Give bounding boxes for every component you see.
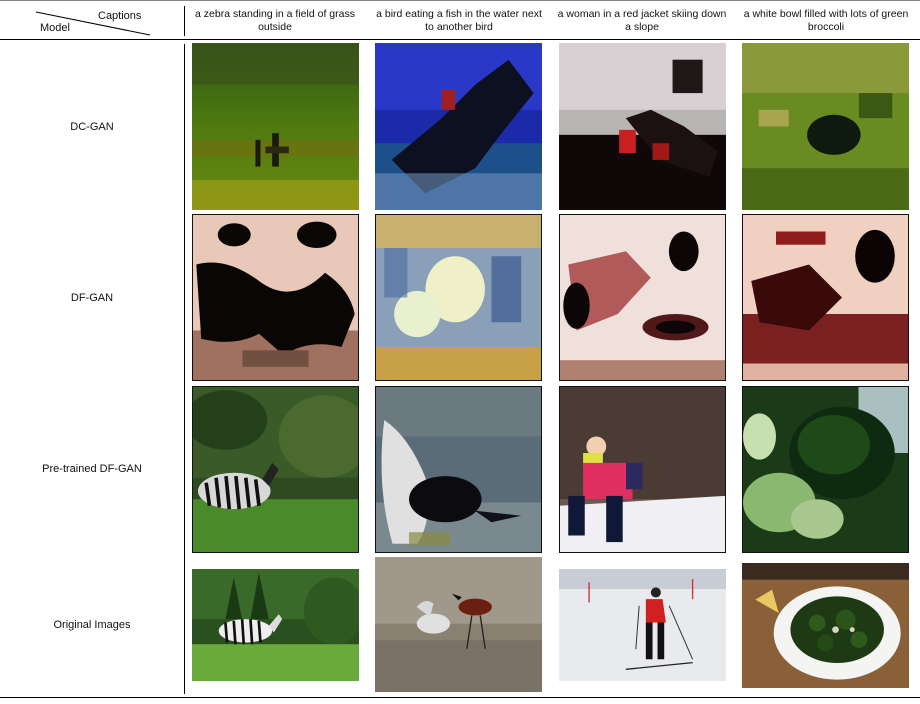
dfgan-zebra-image bbox=[192, 214, 359, 381]
captions-header-label: Captions bbox=[98, 10, 142, 22]
model-header-label: Model bbox=[40, 22, 70, 34]
dcgan-broccoli-image bbox=[742, 43, 909, 210]
original-zebra-image bbox=[192, 569, 359, 681]
row-label-original-images: Original Images bbox=[53, 619, 131, 631]
pretrained-bird-image bbox=[375, 386, 542, 553]
original-bird-image bbox=[375, 557, 542, 692]
caption-zebra: a zebra standing in a field of grass out… bbox=[195, 8, 355, 33]
header-diagonal-line bbox=[35, 11, 151, 36]
pretrained-broccoli-image bbox=[742, 386, 909, 553]
row-label-pretrained-df-gan: Pre-trained DF-GAN bbox=[42, 463, 142, 475]
row-label-dc-gan: DC-GAN bbox=[70, 121, 114, 133]
dfgan-skier-image bbox=[559, 214, 726, 381]
original-broccoli-image bbox=[742, 563, 909, 688]
caption-skier: a woman in a red jacket skiing down a sl… bbox=[557, 8, 727, 33]
pretrained-skier-image bbox=[559, 386, 726, 553]
header-diagonal-cell bbox=[0, 0, 184, 40]
model-column-divider-top bbox=[184, 6, 185, 36]
dfgan-broccoli-image bbox=[742, 214, 909, 381]
table-bottom-rule bbox=[0, 697, 920, 698]
header-bottom-rule bbox=[0, 39, 920, 40]
dcgan-bird-image bbox=[375, 43, 542, 210]
dcgan-skier-image bbox=[559, 43, 726, 210]
table-top-rule bbox=[0, 0, 920, 1]
dcgan-zebra-image bbox=[192, 43, 359, 210]
original-skier-image bbox=[559, 569, 726, 681]
row-label-df-gan: DF-GAN bbox=[70, 292, 114, 304]
dfgan-bird-image bbox=[375, 214, 542, 381]
caption-broccoli: a white bowl filled with lots of green b… bbox=[743, 8, 909, 33]
caption-bird: a bird eating a fish in the water next t… bbox=[376, 8, 542, 33]
pretrained-zebra-image bbox=[192, 386, 359, 553]
model-column-divider bbox=[184, 44, 185, 694]
